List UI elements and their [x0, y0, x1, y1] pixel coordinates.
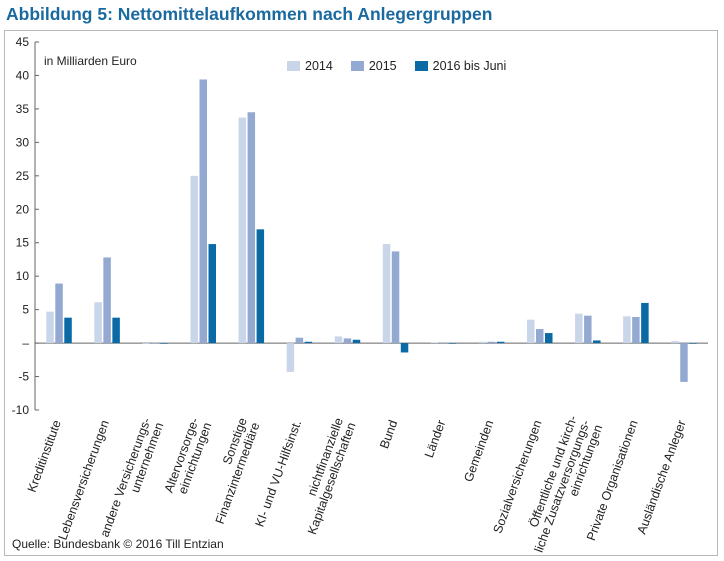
y-tick-label: -10	[12, 403, 30, 417]
x-tick-label-line: Gemeinden	[461, 418, 496, 484]
x-tick-label: KI- und VU-Hilfsinst.	[253, 418, 305, 529]
legend-item-2014: 2014	[287, 59, 333, 73]
x-tick-label: Bund	[377, 418, 400, 450]
legend-swatch-2016	[414, 61, 428, 71]
x-tick-label-line: KI- und VU-Hilfsinst.	[253, 418, 305, 529]
bar-2016-bis-juni-0	[64, 317, 72, 344]
bar-2014-13	[671, 341, 679, 344]
bar-2015-11	[584, 315, 592, 344]
bar-2015-4	[247, 112, 256, 344]
bar-2015-7	[391, 251, 400, 344]
bar-2016-bis-juni-7	[400, 343, 409, 353]
y-tick-label: –	[22, 336, 29, 350]
y-tick-label: 40	[16, 68, 30, 82]
bar-2015-1	[103, 257, 111, 344]
bar-2014-2	[142, 343, 150, 344]
bar-2016-bis-juni-2	[160, 343, 168, 344]
bar-2016-bis-juni-13	[689, 343, 697, 344]
legend-item-2016: 2016 bis Juni	[414, 59, 507, 73]
legend-label-2015: 2015	[368, 59, 397, 73]
bar-2016-bis-juni-8	[448, 343, 457, 344]
y-tick-label: 30	[16, 135, 30, 149]
y-tick-label: 20	[16, 202, 30, 216]
x-tick-label-line: Bund	[377, 418, 400, 450]
source-note: Quelle: Bundesbank © 2016 Till Entzian	[12, 537, 224, 551]
bar-2014-4	[238, 117, 247, 344]
bar-2014-3	[190, 175, 198, 344]
bar-2014-1	[94, 302, 102, 344]
y-tick-label: 25	[16, 169, 30, 183]
x-tick-label-line: Ausländische Anleger	[635, 418, 689, 536]
bar-2016-bis-juni-6	[352, 339, 361, 344]
x-tick-label-line: Kreditinstitute	[25, 418, 64, 494]
legend-item-2015: 2015	[350, 59, 397, 73]
bar-2016-bis-juni-10	[545, 333, 553, 344]
bar-2016-bis-juni-9	[496, 341, 505, 344]
bar-2014-6	[334, 336, 343, 344]
legend-swatch-2014	[287, 61, 300, 71]
x-tick-label: andere Versicherungs-unternehmen	[97, 416, 166, 544]
bar-2016-bis-juni-12	[641, 302, 649, 344]
chart-legend: 2014 2015 2016 bis Juni	[287, 59, 506, 73]
legend-label-2016: 2016 bis Juni	[432, 59, 507, 73]
x-tick-label: Altervorsorge-einrichtungen	[162, 416, 215, 499]
bar-2016-bis-juni-4	[256, 229, 265, 344]
bar-2014-9	[478, 341, 487, 344]
x-tick-label: Kreditinstitute	[25, 418, 64, 494]
figure-title: Abbildung 5: Nettomittelaufkommen nach A…	[6, 4, 493, 24]
bar-2014-0	[46, 311, 54, 344]
legend-label-2014: 2014	[305, 59, 333, 73]
bar-2015-9	[487, 341, 496, 344]
bar-2014-8	[430, 342, 439, 344]
bar-2016-bis-juni-11	[593, 340, 601, 344]
bar-2015-13	[680, 343, 688, 382]
bar-2015-5	[295, 337, 304, 344]
y-tick-label: 35	[16, 102, 30, 116]
y-tick-label: -5	[18, 370, 29, 384]
bar-2015-3	[199, 79, 207, 344]
bar-2014-7	[382, 244, 391, 344]
bar-2015-6	[343, 338, 352, 344]
y-tick-label: 45	[16, 35, 30, 49]
bar-2015-0	[55, 283, 63, 344]
bar-2014-11	[575, 313, 583, 344]
bar-2015-10	[536, 329, 544, 344]
bar-2016-bis-juni-5	[304, 341, 313, 344]
bar-2014-5	[286, 343, 295, 372]
x-tick-label-line: Länder	[422, 418, 448, 459]
bar-2016-bis-juni-3	[208, 244, 216, 344]
bar-2015-8	[439, 342, 448, 344]
y-tick-label: 10	[16, 269, 30, 283]
chart-frame	[4, 30, 718, 556]
bar-2016-bis-juni-1	[112, 317, 120, 344]
x-tick-label: Ausländische Anleger	[635, 418, 689, 536]
x-tick-label: Länder	[422, 418, 448, 459]
bar-2014-12	[623, 316, 631, 344]
y-tick-label: 15	[16, 236, 30, 250]
x-tick-label: Gemeinden	[461, 418, 496, 484]
bar-2015-12	[632, 316, 640, 344]
bar-2015-2	[151, 343, 159, 344]
bar-2014-10	[527, 319, 535, 344]
x-tick-label: nichtfinanzielleKapitalgesellschaften	[292, 416, 358, 536]
legend-swatch-2015	[350, 61, 364, 71]
y-tick-label: 5	[22, 303, 29, 317]
unit-label: in Milliarden Euro	[44, 54, 137, 68]
